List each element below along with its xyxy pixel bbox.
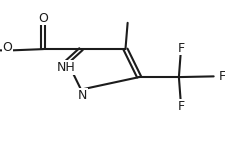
Text: F: F bbox=[178, 42, 184, 55]
Text: F: F bbox=[219, 70, 225, 83]
Text: NH: NH bbox=[57, 61, 76, 74]
Text: O: O bbox=[2, 41, 12, 54]
Text: F: F bbox=[178, 100, 184, 113]
Text: N: N bbox=[77, 89, 87, 102]
Text: O: O bbox=[38, 12, 48, 25]
